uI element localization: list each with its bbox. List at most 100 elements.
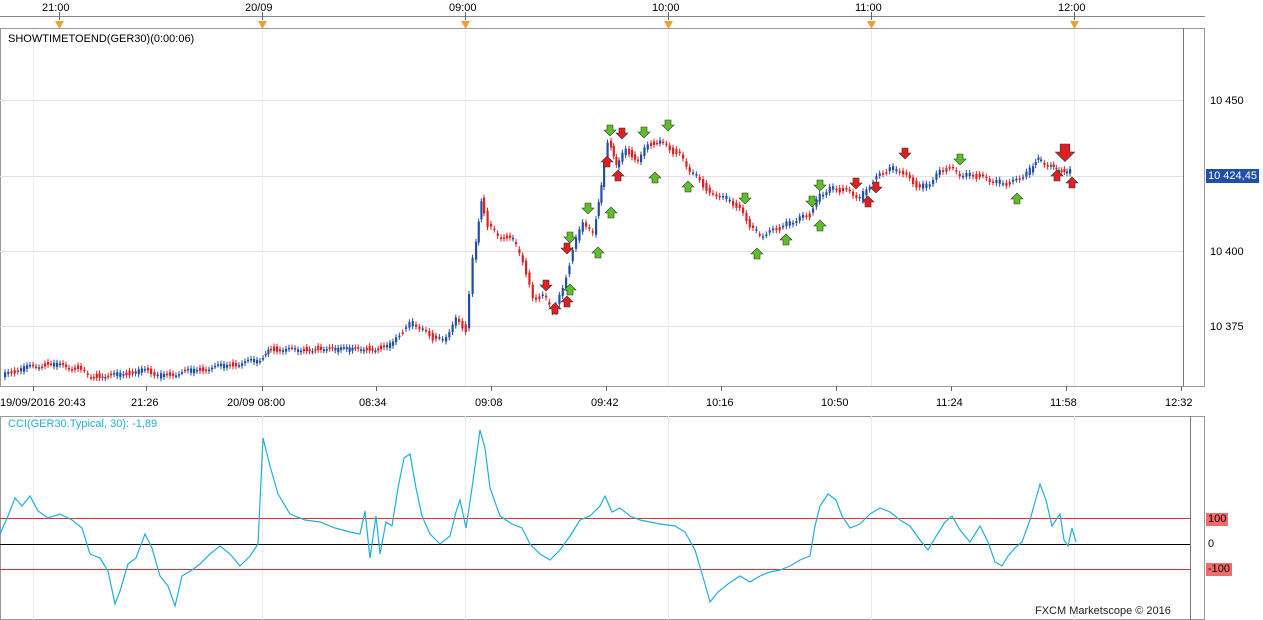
candle-body [187, 368, 190, 371]
candle-body [518, 249, 521, 254]
candle-body [458, 318, 461, 322]
candle-body [345, 347, 348, 350]
candle-body [538, 296, 541, 299]
candle-body [1022, 177, 1025, 179]
candle-body [885, 172, 888, 174]
candle-body [785, 221, 788, 227]
candle-body [480, 201, 483, 220]
candle-body [4, 372, 7, 378]
candle-body [137, 369, 140, 375]
candle-body [368, 346, 371, 351]
candle-body [377, 348, 380, 351]
cci-level-low: -100 [1206, 563, 1233, 576]
candle-body [772, 228, 775, 231]
candle-body [755, 229, 758, 231]
candle-body [745, 212, 748, 222]
candle-body [862, 191, 865, 201]
candle-body [852, 191, 855, 196]
top-time-axis [0, 12, 1205, 29]
candle-body [1032, 166, 1035, 173]
candle-body [134, 371, 137, 374]
candle-body [815, 199, 818, 207]
candle-body [471, 257, 474, 294]
candle-body [62, 363, 65, 366]
candle-body [942, 170, 945, 172]
candle-body [421, 328, 424, 330]
sell-signal-arrow-icon [539, 279, 553, 292]
candle-body [308, 349, 311, 352]
candle-body [682, 154, 685, 159]
candle-body [264, 353, 267, 356]
candle-body [528, 272, 531, 285]
candle-body [150, 368, 153, 375]
price-chart[interactable] [0, 0, 1263, 400]
candle-body [902, 170, 905, 175]
candle-body [238, 365, 241, 367]
candle-body [325, 349, 328, 351]
candle-body [279, 349, 282, 352]
candle-body [842, 187, 845, 192]
candle-body [184, 369, 187, 372]
candle-body [461, 321, 464, 329]
cci-level-high: 100 [1206, 513, 1229, 526]
candle-body [351, 347, 354, 351]
candle-body [401, 332, 404, 334]
candle-body [68, 367, 71, 370]
candle-body [104, 376, 107, 379]
candle-body [354, 347, 357, 349]
candle-body [276, 346, 279, 352]
candle-body [634, 154, 637, 160]
candle-body [1052, 164, 1055, 168]
candle-body [395, 337, 398, 343]
candle-body [475, 241, 478, 260]
candle-body [618, 160, 621, 168]
time-axis-label: 19/09/2016 20:43 [0, 397, 86, 409]
candle-body [86, 373, 89, 375]
candle-body [288, 347, 291, 350]
candle-body [223, 363, 226, 369]
candle-body [898, 171, 901, 173]
candle-body [320, 346, 323, 350]
candle-body [125, 372, 128, 376]
candle-body [998, 179, 1001, 184]
sell-signal-arrow-icon [849, 177, 863, 190]
time-axis [0, 386, 1205, 391]
top-axis-marker-icon [664, 21, 673, 29]
candle-body [441, 338, 444, 341]
candle-body [768, 230, 771, 233]
candle-body [317, 345, 320, 351]
candle-body [464, 324, 467, 333]
candle-body [1034, 161, 1037, 166]
cci-chart[interactable] [0, 416, 1263, 620]
candle-body [975, 174, 978, 179]
cci-level-zero: 0 [1208, 538, 1215, 550]
candle-body [451, 324, 454, 333]
candle-body [322, 349, 326, 352]
candle-body [486, 210, 489, 228]
top-axis-label: 12:00 [1058, 2, 1086, 14]
candle-body [835, 188, 838, 191]
candle-body [561, 287, 564, 297]
candle-body [305, 346, 308, 352]
candle-body [808, 213, 811, 218]
candle-body [805, 215, 808, 217]
candle-body [291, 347, 294, 350]
candle-body [175, 375, 178, 378]
candle-body [882, 173, 885, 175]
candle-body [624, 148, 627, 156]
candle-body [454, 317, 457, 326]
candle-body [1037, 157, 1040, 160]
candle-body [128, 370, 131, 376]
candle-body [140, 368, 143, 373]
candle-body [95, 373, 98, 378]
top-axis-marker-icon [867, 21, 876, 29]
buy-signal-arrow-icon [560, 295, 574, 308]
sell-signal-arrow-icon [869, 181, 883, 194]
candle-body [110, 373, 113, 376]
candle-body [715, 194, 718, 197]
candle-body [918, 184, 921, 188]
candle-body [1058, 170, 1061, 173]
candle-body [782, 225, 785, 228]
candle-body [1063, 168, 1066, 173]
candle-body [708, 187, 711, 193]
